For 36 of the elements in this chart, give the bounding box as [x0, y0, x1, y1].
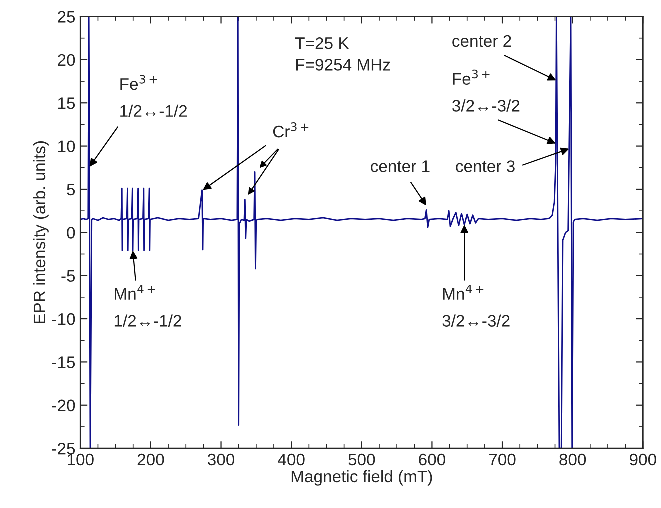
- annotation: center 2: [452, 35, 512, 48]
- x-tick-label: 200: [138, 454, 164, 466]
- y-tick-label: 5: [67, 184, 76, 196]
- annotation: 1/2↔-1/2: [114, 314, 182, 327]
- y-tick-label: 10: [58, 140, 76, 153]
- x-tick-label: 400: [278, 454, 305, 466]
- annotation: Fe$^{3+}$: [453, 70, 490, 86]
- y-tick-label: -10: [52, 313, 76, 326]
- x-tick-label: 600: [419, 454, 446, 466]
- x-axis-title: Magnetic field (mT): [292, 470, 432, 486]
- y-tick-label: 15: [58, 98, 76, 110]
- y-tick-label: -15: [52, 356, 76, 368]
- y-tick-label: 0: [67, 227, 76, 239]
- line-series: [80, 16, 644, 449]
- annotation: T=25 K F=9254 MHz: [295, 38, 390, 71]
- annotation: 3/2↔-3/2: [452, 100, 520, 112]
- y-tick-label: -20: [52, 400, 76, 412]
- annotation: center 3: [456, 160, 515, 172]
- x-tick-label: 700: [489, 454, 516, 466]
- y-tick-label: -25: [52, 442, 76, 455]
- annotation: Mn$^{4+}$: [443, 285, 484, 300]
- x-tick-label: 500: [348, 454, 376, 466]
- y-tick-label: -5: [62, 270, 76, 282]
- annotation: Cr$^{3+}$: [273, 122, 309, 138]
- x-tick-label: 800: [560, 454, 586, 466]
- y-axis-title: EPR intensity (arb. units): [33, 142, 49, 324]
- annotation: 3/2↔-3/2: [442, 314, 510, 327]
- x-tick-label: 300: [208, 454, 235, 466]
- y-tick-label: 20: [58, 54, 76, 66]
- x-tick-label: 100: [68, 454, 94, 466]
- annotation: Mn$^{4+}$: [115, 285, 156, 300]
- annotation: 1/2↔-1/2: [120, 104, 188, 118]
- x-tick-label: 900: [630, 454, 656, 466]
- annotation: Fe$^{3+}$: [120, 74, 158, 90]
- annotation: center 1: [371, 160, 430, 172]
- y-tick-label: 25: [58, 11, 76, 23]
